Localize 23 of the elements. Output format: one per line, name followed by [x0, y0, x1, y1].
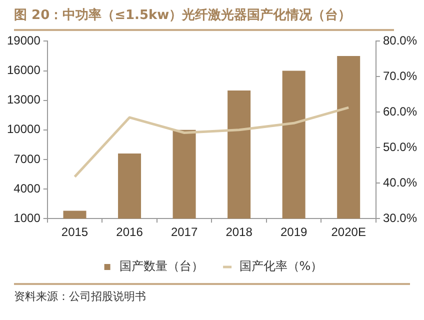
y-tick-label: 19000 — [6, 34, 41, 48]
x-tick-label: 2020E — [331, 225, 366, 240]
y2-tick-label: 80.0% — [382, 34, 418, 48]
y-tick-label: 1000 — [14, 210, 41, 225]
y2-tick-label: 40.0% — [382, 175, 418, 190]
y-tick-label: 7000 — [14, 152, 41, 166]
y-tick-label: 4000 — [14, 181, 41, 196]
y-tick-label: 13000 — [6, 92, 41, 107]
text: 资料来源：公司招股说明书 — [14, 289, 147, 304]
y2-tick-label: 60.0% — [382, 104, 418, 118]
y2-tick-label: 50.0% — [382, 140, 418, 154]
y-tick-label: 10000 — [6, 122, 41, 136]
x-tick-label: 2016 — [116, 225, 144, 240]
legend-label: 国产数量（台） — [119, 259, 204, 274]
y-tick-label: 16000 — [6, 63, 41, 78]
chart-title: 图 20：中功率（≤1.5kw）光纤激光器国产化情况（台） — [14, 0, 394, 31]
y2-tick-label: 30.0% — [382, 210, 418, 225]
x-tick-label: 2018 — [226, 225, 253, 240]
legend-label: 国产化率（%） — [239, 259, 323, 274]
x-tick-label: 2019 — [280, 225, 308, 240]
x-tick-label: 2015 — [61, 225, 88, 240]
x-tick-label: 2017 — [170, 225, 198, 240]
y2-tick-label: 70.0% — [382, 68, 418, 83]
